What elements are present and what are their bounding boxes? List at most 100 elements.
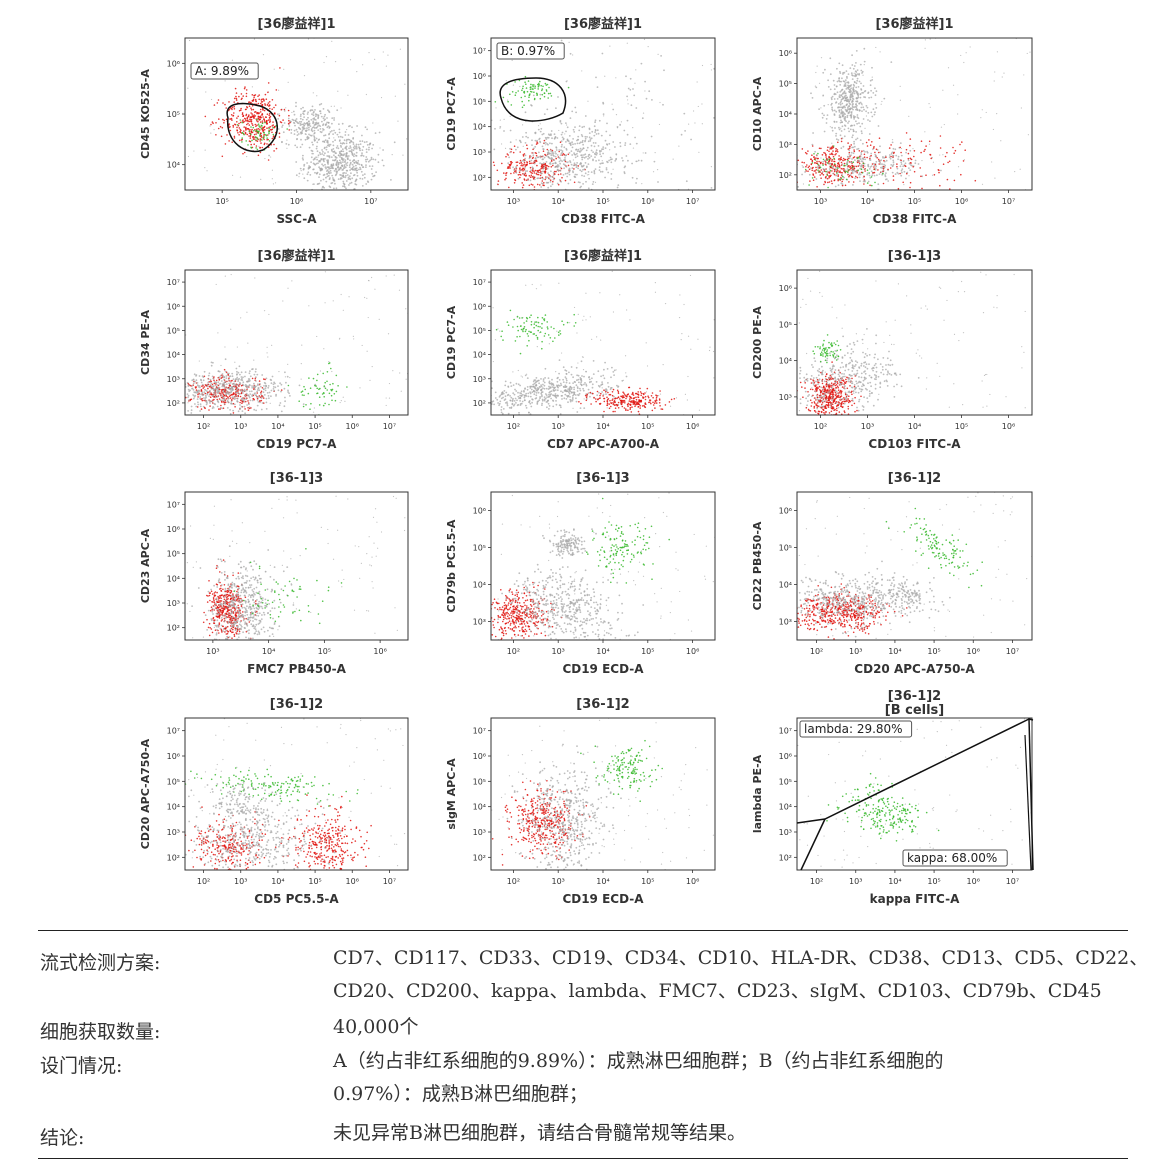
event-dot <box>539 130 542 133</box>
event-dot <box>300 378 302 380</box>
event-dot <box>221 384 224 386</box>
event-dot <box>568 371 570 374</box>
event-dot <box>588 376 591 378</box>
event-dot <box>259 115 262 118</box>
event-dot <box>260 102 262 105</box>
event-dot <box>853 92 856 95</box>
event-dot <box>876 157 878 159</box>
event-dot <box>223 403 226 405</box>
event-dot <box>211 393 213 396</box>
event-dot <box>839 157 841 160</box>
event-dot <box>223 416 225 418</box>
event-dot <box>372 122 374 124</box>
event-dot <box>669 405 672 407</box>
event-dot <box>231 403 234 405</box>
event-dot <box>838 109 841 111</box>
event-dot <box>579 181 581 184</box>
event-dot <box>821 172 823 175</box>
event-dot <box>509 381 512 384</box>
event-dot <box>320 103 323 105</box>
event-dot <box>888 154 891 156</box>
event-dot <box>844 117 846 120</box>
event-dot <box>839 72 842 74</box>
event-dot <box>701 123 703 125</box>
event-dot <box>207 391 209 394</box>
event-dot <box>808 165 811 167</box>
event-dot <box>576 411 579 413</box>
event-dot <box>528 99 530 102</box>
event-dot <box>213 388 216 391</box>
event-dot <box>280 389 283 391</box>
event-dot <box>511 59 513 61</box>
event-dot <box>874 168 877 171</box>
event-dot <box>847 155 849 158</box>
event-dot <box>230 114 233 116</box>
event-dot <box>268 101 271 103</box>
event-dot <box>877 169 879 171</box>
event-dot <box>521 186 524 189</box>
event-dot <box>571 396 574 399</box>
event-dot <box>830 165 832 167</box>
gate-a-label: A: 9.89% <box>190 62 259 80</box>
event-dot <box>317 115 320 117</box>
event-dot <box>820 161 822 164</box>
event-dot <box>309 174 312 176</box>
event-dot <box>318 160 320 163</box>
event-dot <box>852 108 854 111</box>
event-dot <box>225 389 228 392</box>
event-dot <box>294 119 297 122</box>
event-dot <box>843 71 846 74</box>
event-dot <box>267 385 270 387</box>
event-dot <box>354 167 356 170</box>
event-dot <box>228 101 230 103</box>
event-dot <box>862 166 865 169</box>
event-dot <box>532 162 534 164</box>
event-dot <box>842 106 844 109</box>
event-dot <box>241 141 243 143</box>
event-dot <box>541 170 544 173</box>
event-dot <box>838 62 841 65</box>
event-dot <box>887 180 890 182</box>
event-dot <box>252 99 255 102</box>
event-dot <box>326 380 328 383</box>
event-dot <box>826 174 829 176</box>
event-dot <box>658 395 660 397</box>
event-dot <box>687 375 689 378</box>
event-dot <box>591 183 594 186</box>
event-dot <box>243 151 246 154</box>
event-dot <box>833 160 836 163</box>
event-dot <box>478 392 480 394</box>
event-dot <box>214 384 217 387</box>
event-dot <box>223 397 226 400</box>
event-dot <box>825 170 827 173</box>
event-dot <box>286 139 288 141</box>
event-dot <box>214 396 217 399</box>
event-dot <box>190 412 193 414</box>
event-dot <box>216 384 219 386</box>
event-dot <box>633 94 636 97</box>
event-dot <box>557 183 560 186</box>
event-dot <box>619 123 621 126</box>
event-dot <box>859 96 862 99</box>
event-dot <box>262 130 264 132</box>
event-dot <box>522 164 524 167</box>
event-dot <box>324 271 327 273</box>
event-dot <box>808 173 811 176</box>
event-dot <box>928 143 931 145</box>
event-dot <box>236 129 238 131</box>
event-dot <box>544 367 547 370</box>
event-dot <box>315 156 317 159</box>
event-dot <box>254 111 257 113</box>
event-dot <box>549 92 552 95</box>
event-dot <box>510 104 513 106</box>
event-dot <box>819 174 821 176</box>
event-dot <box>816 186 818 188</box>
event-dot <box>254 388 256 391</box>
event-dot <box>830 148 833 150</box>
event-dot <box>931 174 934 176</box>
event-dot <box>907 159 910 162</box>
event-dot <box>228 393 230 395</box>
event-dot <box>573 181 576 184</box>
event-dot <box>833 157 835 160</box>
event-dot <box>555 371 557 373</box>
